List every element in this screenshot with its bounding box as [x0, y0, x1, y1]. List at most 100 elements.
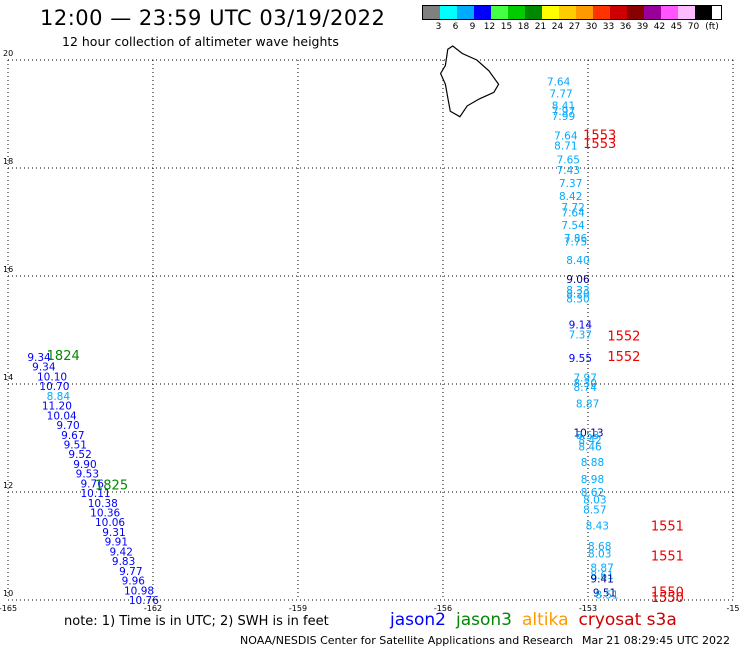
legend-swatches [422, 5, 722, 20]
wave-height-label: 8.46 [578, 442, 602, 454]
wave-height-label: 10.76 [129, 595, 159, 607]
wave-height-label: 9.41 [590, 573, 613, 585]
wave-height-label: 9.34 [32, 362, 56, 374]
y-tick-label: 10 [3, 589, 13, 598]
legend-swatch [627, 6, 644, 19]
y-tick-label: 20 [3, 49, 13, 58]
wave-height-label: 9.77 [119, 566, 142, 578]
wave-height-label: 7.43 [557, 165, 580, 177]
legend-swatch [474, 6, 491, 19]
satellite-name: jason3 [456, 610, 512, 630]
wave-height-label: 7.37 [559, 178, 582, 190]
legend-swatch [610, 6, 627, 19]
wave-height-label: 10.13 [574, 428, 604, 440]
legend-label: 45 [670, 22, 683, 32]
wave-height-label: 8.88 [581, 457, 604, 469]
wave-height-label: 8.74 [574, 382, 598, 394]
legend-label: 36 [619, 22, 632, 32]
footer: NOAA/NESDIS Center for Satellite Applica… [240, 634, 730, 647]
legend-labels: 3 6 9 12 15 18 21 24 27 30 33 36 39 42 45 70 (ft) [430, 22, 722, 32]
wave-height-label: 9.42 [110, 546, 133, 558]
wave-height-label: 9.52 [68, 449, 91, 461]
wave-height-label: 8.61 [590, 570, 613, 582]
legend-label: 30 [585, 22, 598, 32]
legend-swatch [457, 6, 474, 19]
wave-height-label: 7.64 [554, 131, 578, 143]
wave-height-label: 8.42 [559, 191, 582, 203]
hawaii-island [439, 45, 500, 118]
wave-height-label: 10.06 [95, 517, 125, 529]
y-tick-label: 14 [3, 373, 13, 382]
legend-label: 15 [500, 22, 513, 32]
wave-height-label: 8.98 [581, 474, 604, 486]
wave-height-label: 7.97 [552, 106, 575, 118]
pass-number-label: 1551 [651, 519, 684, 534]
legend-swatch [644, 6, 661, 19]
wave-height-label: 9.14 [569, 320, 593, 332]
wave-height-label: 10.38 [88, 498, 118, 510]
wave-height-label: 8.68 [588, 541, 611, 553]
wave-height-label: 7.64 [561, 207, 585, 219]
wave-height-label: 8.53 [576, 430, 599, 442]
wave-height-label: 10.98 [124, 585, 154, 597]
y-tick-label: 12 [3, 481, 13, 490]
wave-height-label: 9.51 [593, 587, 616, 599]
wave-height-label: 8.42 [578, 435, 601, 447]
page-title: 12:00 — 23:59 UTC 03/19/2022 [40, 6, 386, 30]
wave-height-label: 8.20 [566, 288, 589, 300]
legend-swatch [542, 6, 559, 19]
legend-swatch [440, 6, 457, 19]
timestamp-text: Mar 21 08:29:45 UTC 2022 [582, 634, 730, 647]
pass-number-label: 1552 [607, 329, 640, 344]
wave-height-label: 7.54 [561, 220, 585, 232]
wave-height-label: 7.97 [574, 373, 597, 385]
pass-number-label: 1550 [651, 591, 684, 606]
wave-height-label: 9.53 [76, 469, 99, 481]
legend-swatch [423, 6, 440, 19]
wave-height-label: 9.51 [64, 439, 87, 451]
x-tick-label: -165 [0, 604, 17, 613]
wave-height-label: 8.40 [566, 255, 589, 267]
wave-height-label: 9.06 [566, 274, 590, 286]
legend-swatch [508, 6, 525, 19]
x-tick-label: -15 [726, 604, 739, 613]
pass-number-label: 1552 [607, 350, 640, 365]
wave-height-label: 10.04 [47, 410, 77, 422]
wave-height-label: 9.83 [112, 556, 135, 568]
wave-height-label: 8.62 [581, 487, 604, 499]
pass-number-label: 1550 [651, 585, 684, 600]
legend-label: 27 [568, 22, 581, 32]
wave-height-label: 8.57 [583, 504, 606, 516]
wave-height-label: 7.75 [564, 236, 587, 248]
satellite-name: jason2 [390, 610, 446, 630]
wave-labels: 9.349.3410.1010.708.8411.2010.049.709.67… [27, 77, 618, 607]
wave-height-label: 7.37 [569, 329, 592, 341]
legend-label: 9 [469, 22, 476, 32]
x-tick-label: -162 [144, 604, 162, 613]
wave-height-label: 11.20 [42, 401, 72, 413]
legend-swatch [695, 6, 712, 19]
legend-swatch [678, 6, 695, 19]
wave-height-label: 8.51 [595, 590, 618, 602]
wave-height-label: 7.72 [561, 202, 584, 214]
legend-swatch [576, 6, 593, 19]
wave-height-label: 7.64 [547, 77, 571, 89]
pass-number-label: 1825 [95, 478, 128, 493]
wave-height-label: 7.77 [549, 88, 572, 100]
wave-height-label: 10.11 [81, 488, 111, 500]
color-legend: 3 6 9 12 15 18 21 24 27 30 33 36 39 42 45 70 (ft) [422, 5, 722, 32]
satellite-name: altika [522, 610, 569, 630]
wave-height-label: 9.70 [56, 420, 79, 432]
wave-height-label: 9.55 [569, 353, 592, 365]
wave-height-label: 7.65 [557, 154, 580, 166]
pass-number-label: 1553 [583, 137, 616, 152]
note-text: note: 1) Time is in UTC; 2) SWH is in fe… [64, 614, 329, 629]
wave-height-label: 8.30 [574, 378, 597, 390]
satellite-name: cryosat s3a [578, 610, 677, 630]
legend-swatch [491, 6, 508, 19]
wave-height-label: 10.36 [90, 508, 120, 520]
legend-unit: (ft) [705, 22, 719, 32]
wave-height-label: 9.34 [27, 352, 51, 364]
grid-lines [7, 59, 734, 601]
